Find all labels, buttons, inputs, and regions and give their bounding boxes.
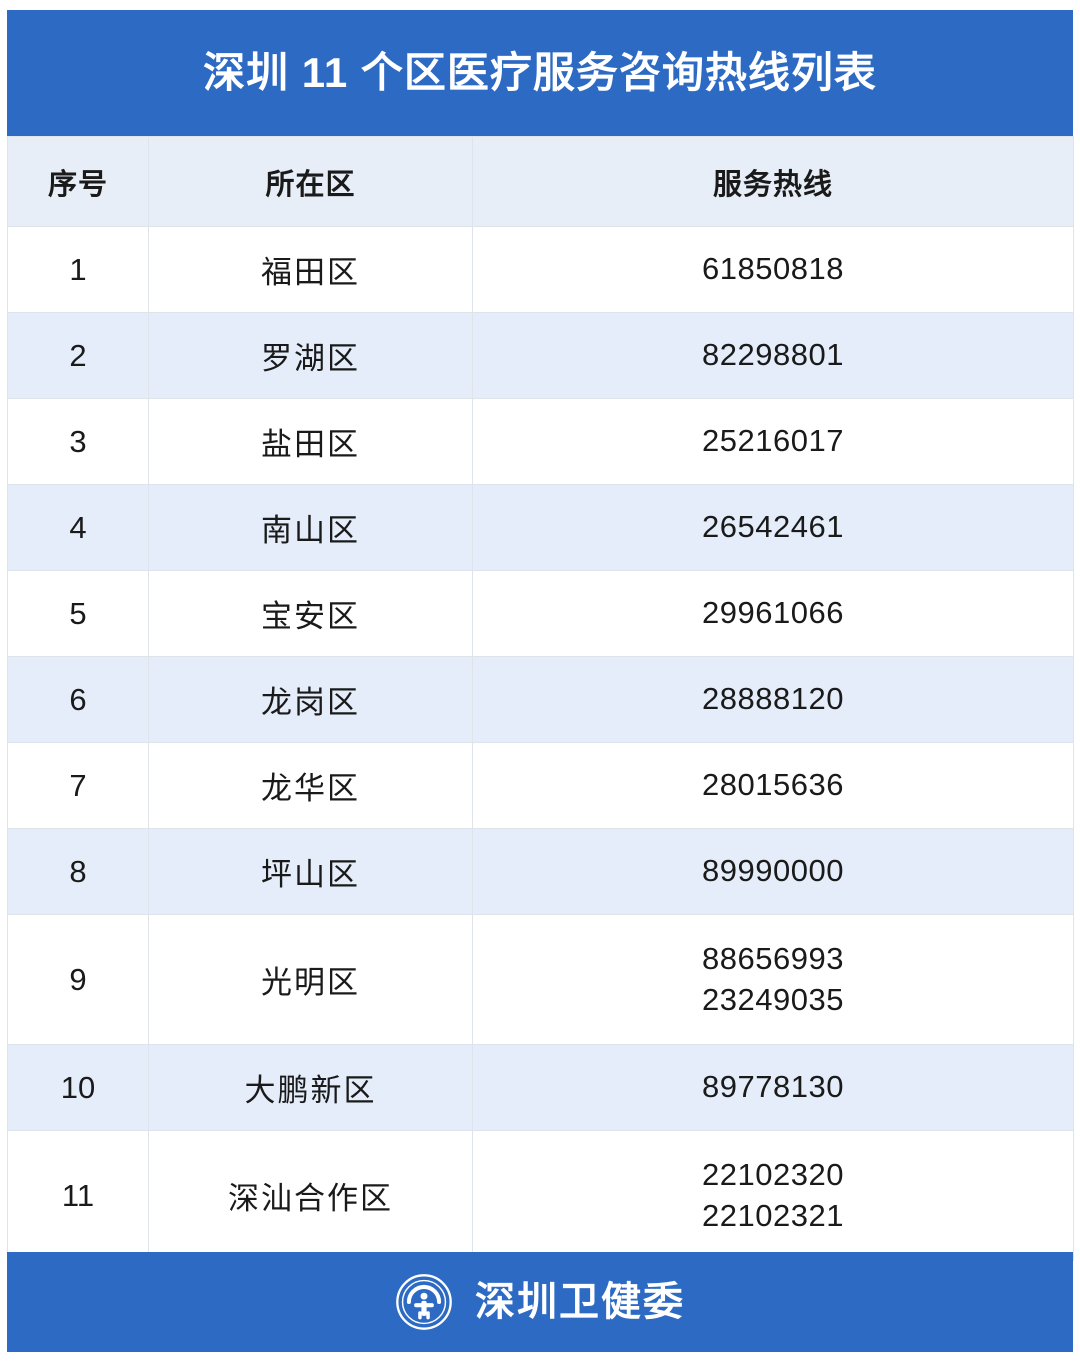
hotline-number: 88656993: [702, 941, 844, 977]
hotline-number: 23249035: [702, 981, 844, 1017]
footer-brand-label: 深圳卫健委: [475, 1280, 685, 1324]
hotline-number: 22102320: [702, 1157, 844, 1193]
page-title: 深圳 11 个区医疗服务咨询热线列表: [203, 49, 877, 96]
table-row: 10 大鹏新区 89778130: [7, 1044, 1074, 1131]
cell-hotline: 89990000: [472, 828, 1074, 915]
cell-index: 10: [7, 1044, 149, 1131]
hotline-table: 序号 所在区 服务热线 1 福田区 61850818 2 罗湖区 82298801 3 盐田区…: [7, 136, 1074, 1261]
cell-hotline: 22102320 22102321: [472, 1130, 1074, 1261]
column-header-hotline: 服务热线: [472, 136, 1074, 227]
table-header-row: 序号 所在区 服务热线: [7, 136, 1074, 227]
cell-hotline: 25216017: [472, 398, 1074, 485]
cell-hotline: 29961066: [472, 570, 1074, 657]
column-header-index: 序号: [7, 136, 149, 227]
cell-district: 龙华区: [148, 742, 473, 829]
cell-district: 坪山区: [148, 828, 473, 915]
cell-district: 龙岗区: [148, 656, 473, 743]
table-head: 序号 所在区 服务热线: [7, 136, 1074, 227]
cell-index: 5: [7, 570, 149, 657]
poster-footer-band: 深圳卫健委: [7, 1252, 1073, 1352]
poster-title-band: 深圳 11 个区医疗服务咨询热线列表: [7, 10, 1073, 136]
cell-index: 2: [7, 312, 149, 399]
hotline-number: 25216017: [702, 423, 844, 459]
hotline-number: 89778130: [702, 1069, 844, 1105]
table-row: 1 福田区 61850818: [7, 226, 1074, 313]
hotline-number: 22102321: [702, 1197, 844, 1233]
cell-hotline: 89778130: [472, 1044, 1074, 1131]
table-row: 4 南山区 26542461: [7, 484, 1074, 571]
table-row: 7 龙华区 28015636: [7, 742, 1074, 829]
table-row: 9 光明区 88656993 23249035: [7, 914, 1074, 1045]
cell-index: 3: [7, 398, 149, 485]
shenzhen-health-commission-emblem-icon: [396, 1274, 452, 1330]
cell-hotline: 88656993 23249035: [472, 914, 1074, 1045]
cell-district: 光明区: [148, 914, 473, 1045]
hotline-number: 28015636: [702, 767, 844, 803]
cell-hotline: 26542461: [472, 484, 1074, 571]
cell-hotline: 28015636: [472, 742, 1074, 829]
cell-index: 8: [7, 828, 149, 915]
hotline-table-container: 序号 所在区 服务热线 1 福田区 61850818 2 罗湖区 82298801 3 盐田区…: [7, 136, 1074, 1261]
hotline-number: 26542461: [702, 509, 844, 545]
cell-index: 1: [7, 226, 149, 313]
table-row: 5 宝安区 29961066: [7, 570, 1074, 657]
hotline-number: 29961066: [702, 595, 844, 631]
cell-index: 9: [7, 914, 149, 1045]
table-body: 1 福田区 61850818 2 罗湖区 82298801 3 盐田区 25216017 4 南山区…: [7, 226, 1074, 1261]
table-row: 3 盐田区 25216017: [7, 398, 1074, 485]
table-row: 8 坪山区 89990000: [7, 828, 1074, 915]
cell-hotline: 28888120: [472, 656, 1074, 743]
cell-district: 大鹏新区: [148, 1044, 473, 1131]
table-row: 2 罗湖区 82298801: [7, 312, 1074, 399]
cell-district: 南山区: [148, 484, 473, 571]
hotline-number: 28888120: [702, 681, 844, 717]
cell-index: 11: [7, 1130, 149, 1261]
cell-hotline: 61850818: [472, 226, 1074, 313]
table-row: 6 龙岗区 28888120: [7, 656, 1074, 743]
cell-district: 盐田区: [148, 398, 473, 485]
hotline-number: 61850818: [702, 251, 844, 287]
cell-district: 福田区: [148, 226, 473, 313]
cell-district: 深汕合作区: [148, 1130, 473, 1261]
hotline-number: 82298801: [702, 337, 844, 373]
hotline-number: 89990000: [702, 853, 844, 889]
cell-hotline: 82298801: [472, 312, 1074, 399]
cell-district: 罗湖区: [148, 312, 473, 399]
cell-index: 6: [7, 656, 149, 743]
cell-index: 7: [7, 742, 149, 829]
column-header-district: 所在区: [148, 136, 473, 227]
cell-index: 4: [7, 484, 149, 571]
table-row: 11 深汕合作区 22102320 22102321: [7, 1130, 1074, 1261]
cell-district: 宝安区: [148, 570, 473, 657]
